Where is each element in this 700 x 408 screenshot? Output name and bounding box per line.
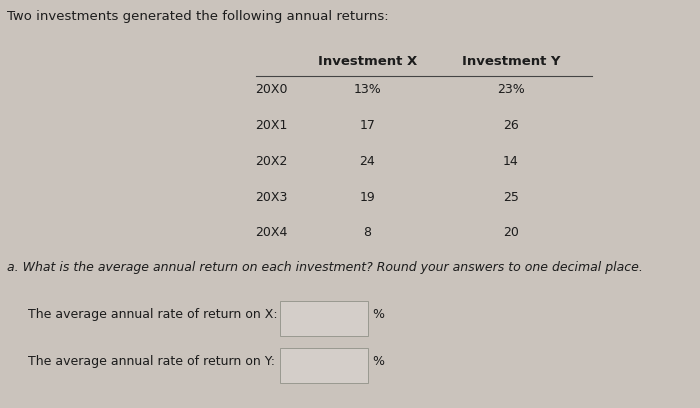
Text: a. What is the average annual return on each investment? Round your answers to o: a. What is the average annual return on … xyxy=(7,261,643,274)
Text: 20X4: 20X4 xyxy=(256,226,288,239)
Text: 23%: 23% xyxy=(497,83,525,96)
Text: 25: 25 xyxy=(503,191,519,204)
Text: 20X2: 20X2 xyxy=(256,155,288,168)
Text: 8: 8 xyxy=(363,226,372,239)
Text: 20X3: 20X3 xyxy=(256,191,288,204)
Text: 17: 17 xyxy=(360,119,375,132)
Text: 20: 20 xyxy=(503,226,519,239)
Text: 24: 24 xyxy=(360,155,375,168)
Text: Two investments generated the following annual returns:: Two investments generated the following … xyxy=(7,10,388,23)
Text: 14: 14 xyxy=(503,155,519,168)
Text: %: % xyxy=(372,308,384,321)
Text: 20X0: 20X0 xyxy=(256,83,288,96)
Text: The average annual rate of return on Y:: The average annual rate of return on Y: xyxy=(28,355,275,368)
Text: The average annual rate of return on X:: The average annual rate of return on X: xyxy=(28,308,278,321)
Text: 13%: 13% xyxy=(354,83,382,96)
Text: 26: 26 xyxy=(503,119,519,132)
Text: 20X1: 20X1 xyxy=(256,119,288,132)
FancyBboxPatch shape xyxy=(280,348,368,383)
Text: %: % xyxy=(372,355,384,368)
FancyBboxPatch shape xyxy=(280,302,368,336)
Text: Investment X: Investment X xyxy=(318,55,417,68)
Text: Investment Y: Investment Y xyxy=(462,55,560,68)
Text: 19: 19 xyxy=(360,191,375,204)
